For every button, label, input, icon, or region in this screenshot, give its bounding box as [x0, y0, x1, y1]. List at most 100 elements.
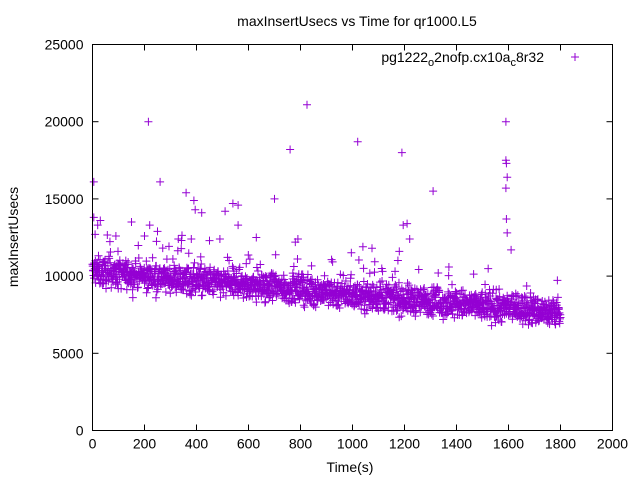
data-point: [458, 286, 467, 295]
data-point: [102, 284, 111, 293]
data-point: [165, 264, 174, 273]
data-point: [93, 221, 102, 230]
data-point: [335, 303, 344, 312]
data-point: [327, 255, 336, 264]
data-point: [194, 280, 203, 289]
data-point: [197, 208, 206, 217]
data-point: [260, 298, 269, 307]
data-point: [234, 291, 243, 300]
data-point: [189, 196, 198, 205]
data-point: [392, 306, 401, 315]
data-point: [103, 230, 112, 239]
data-point: [146, 264, 155, 273]
data-point: [148, 253, 157, 262]
data-point: [98, 279, 107, 288]
data-point: [93, 262, 102, 271]
data-point: [521, 293, 530, 302]
data-point: [136, 262, 145, 271]
data-point: [164, 242, 173, 251]
data-point: [153, 227, 162, 236]
data-point: [486, 297, 495, 306]
data-point: [399, 221, 408, 230]
data-point: [191, 205, 200, 214]
data-point: [513, 291, 522, 300]
data-point: [221, 207, 230, 216]
data-point: [313, 275, 322, 284]
data-point: [112, 278, 121, 287]
data-point: [184, 264, 193, 273]
data-point: [497, 317, 506, 326]
data-point: [411, 307, 420, 316]
data-point: [134, 283, 143, 292]
data-point: [131, 259, 140, 268]
data-point: [501, 184, 510, 193]
data-point: [553, 293, 562, 302]
data-point: [289, 262, 298, 271]
data-point: [221, 291, 230, 300]
data-point: [378, 267, 387, 276]
data-point: [483, 296, 492, 305]
data-point: [397, 148, 406, 157]
data-point: [393, 256, 402, 265]
data-point: [403, 219, 412, 228]
data-point: [403, 279, 412, 288]
data-point: [496, 311, 505, 320]
data-point: [177, 236, 186, 245]
data-point: [205, 236, 214, 245]
data-point: [183, 280, 192, 289]
data-point: [444, 271, 453, 280]
data-point: [346, 274, 355, 283]
data-point: [419, 285, 428, 294]
data-point: [359, 264, 368, 273]
data-point: [198, 291, 207, 300]
data-point: [128, 263, 137, 272]
data-point: [397, 312, 406, 321]
data-point: [353, 137, 362, 146]
data-point: [533, 295, 542, 304]
data-point: [452, 289, 461, 298]
data-point: [388, 273, 397, 282]
axis-ticks: 0 200 400 600 800 1000 1200 1400 1600 1800 2000050…: [45, 37, 629, 452]
data-point: [555, 308, 564, 317]
data-point: [360, 301, 369, 310]
data-point: [163, 265, 172, 274]
data-point: [111, 231, 120, 240]
data-point: [501, 117, 510, 126]
data-point: [147, 265, 156, 274]
data-point: [271, 271, 280, 280]
data-point: [504, 310, 513, 319]
data-point: [244, 251, 253, 260]
data-point: [533, 295, 542, 304]
data-point: [106, 258, 115, 267]
data-point: [308, 275, 317, 284]
data-point: [300, 303, 309, 312]
data-point: [405, 235, 414, 244]
plot-frame: [92, 44, 613, 431]
data-point: [261, 297, 270, 306]
data-point: [448, 280, 457, 289]
data-point: [435, 286, 444, 295]
data-point: [252, 233, 261, 242]
data-point: [368, 304, 377, 313]
data-point: [186, 290, 195, 299]
data-point: [171, 268, 180, 277]
x-tick-label: 200: [133, 436, 157, 452]
data-point: [507, 245, 516, 254]
data-point: [161, 287, 170, 296]
data-point: [495, 285, 504, 294]
x-tick-label: 400: [185, 436, 209, 452]
data-point: [142, 288, 151, 297]
data-point: [175, 264, 184, 273]
y-tick-label: 10000: [45, 268, 84, 284]
data-point: [370, 257, 379, 266]
data-point: [351, 291, 360, 300]
data-point: [206, 263, 215, 272]
data-point: [173, 246, 182, 255]
x-tick-label: 1600: [493, 436, 524, 452]
data-point: [134, 254, 143, 263]
data-point: [280, 294, 289, 303]
data-point: [355, 281, 364, 290]
data-point: [556, 313, 565, 322]
data-point: [291, 298, 300, 307]
data-point: [341, 277, 350, 286]
